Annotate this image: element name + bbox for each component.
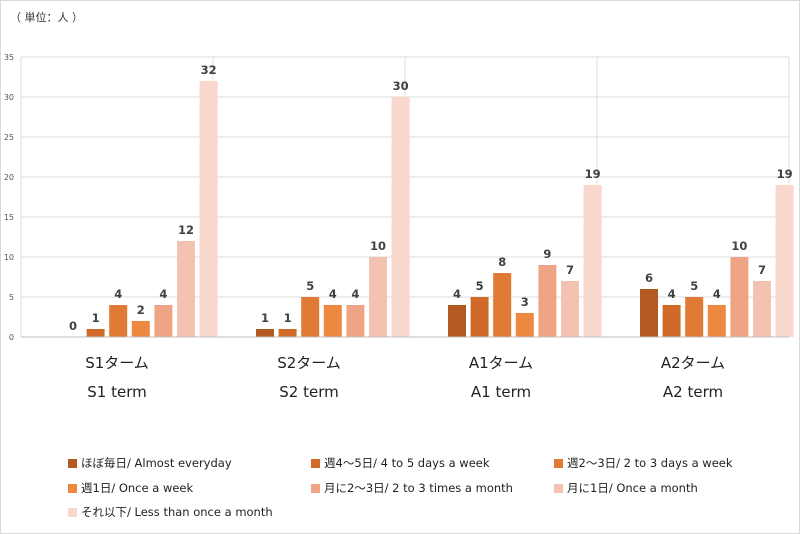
y-tick-label: 15	[4, 213, 14, 222]
data-label: 4	[159, 287, 167, 301]
data-label: 5	[690, 279, 698, 293]
data-label: 19	[777, 167, 793, 181]
legend-item: それ以下/ Less than once a month	[68, 504, 273, 520]
legend-swatch	[68, 458, 77, 468]
y-tick-label: 10	[4, 253, 14, 262]
bar	[707, 305, 726, 337]
bar	[640, 289, 658, 337]
bar	[448, 305, 466, 337]
legend-swatch	[311, 483, 320, 493]
legend-label: それ以下/ Less than once a month	[81, 505, 273, 519]
legend-label: 週2〜3日/ 2 to 3 days a week	[567, 456, 733, 470]
bar	[775, 185, 794, 337]
bar	[323, 305, 342, 337]
bar	[583, 185, 602, 337]
data-label: 10	[731, 239, 747, 253]
data-label: 4	[453, 287, 461, 301]
data-label: 5	[476, 279, 484, 293]
data-label: 6	[645, 271, 653, 285]
bar	[177, 241, 195, 337]
y-tick-label: 5	[9, 293, 14, 302]
data-label: 10	[370, 239, 386, 253]
legend-item: 週4〜5日/ 4 to 5 days a week	[311, 455, 490, 471]
legend-item: 週2〜3日/ 2 to 3 days a week	[554, 455, 733, 471]
bar	[391, 97, 410, 337]
legend-item: 週1日/ Once a week	[68, 480, 193, 496]
x-category-label-en: A1 term	[471, 383, 531, 401]
data-label: 7	[758, 263, 766, 277]
data-label: 7	[566, 263, 574, 277]
bar	[515, 313, 534, 337]
bar	[346, 305, 365, 337]
legend-swatch	[68, 483, 77, 493]
bar	[470, 297, 489, 337]
data-label: 32	[201, 63, 217, 77]
data-label: 4	[713, 287, 721, 301]
bar	[730, 257, 749, 337]
bar	[199, 81, 218, 337]
legend-swatch	[311, 458, 320, 468]
legend-swatch	[554, 458, 563, 468]
legend-swatch	[68, 507, 77, 517]
data-label: 1	[261, 311, 269, 325]
legend-label: ほぼ毎日/ Almost everyday	[81, 456, 232, 470]
data-label: 3	[521, 295, 529, 309]
bar	[154, 305, 173, 337]
legend-label: 月に2〜3日/ 2 to 3 times a month	[324, 481, 513, 495]
data-label: 30	[393, 79, 409, 93]
bar	[753, 281, 771, 337]
unit-label: （ 単位：人 ）	[10, 11, 83, 24]
x-category-label-jp: A1ターム	[469, 354, 533, 372]
bar	[538, 265, 557, 337]
x-category-label-en: A2 term	[663, 383, 723, 401]
bar	[256, 329, 274, 337]
bar	[561, 281, 579, 337]
data-label: 9	[543, 247, 551, 261]
bar	[131, 321, 150, 337]
legend-swatch	[554, 483, 563, 493]
bar	[369, 257, 387, 337]
x-category-label-jp: S2ターム	[277, 354, 341, 372]
data-label: 19	[585, 167, 601, 181]
data-label: 1	[284, 311, 292, 325]
x-category-label-jp: S1ターム	[85, 354, 149, 372]
y-tick-label: 0	[9, 333, 14, 342]
data-label: 2	[137, 303, 145, 317]
data-label: 4	[668, 287, 676, 301]
legend-item: 月に1日/ Once a month	[554, 480, 698, 496]
y-tick-label: 25	[4, 133, 14, 142]
x-category-label-jp: A2ターム	[661, 354, 725, 372]
data-label: 4	[114, 287, 122, 301]
y-tick-label: 35	[4, 53, 14, 62]
legend-item: 月に2〜3日/ 2 to 3 times a month	[311, 480, 513, 496]
data-label: 5	[306, 279, 314, 293]
data-label: 4	[351, 287, 359, 301]
legend-label: 週4〜5日/ 4 to 5 days a week	[324, 456, 490, 470]
bar	[86, 329, 105, 337]
legend-label: 月に1日/ Once a month	[567, 481, 698, 495]
y-tick-label: 20	[4, 173, 14, 182]
y-tick-label: 30	[4, 93, 14, 102]
bar	[278, 329, 297, 337]
data-label: 4	[329, 287, 337, 301]
bar	[493, 273, 512, 337]
x-category-label-en: S2 term	[279, 383, 338, 401]
legend-item: ほぼ毎日/ Almost everyday	[68, 455, 232, 471]
x-category-label-en: S1 term	[87, 383, 146, 401]
data-label: 8	[498, 255, 506, 269]
data-label: 1	[92, 311, 100, 325]
bar	[662, 305, 681, 337]
bar	[301, 297, 320, 337]
legend-label: 週1日/ Once a week	[81, 481, 194, 495]
data-label: 0	[69, 319, 77, 333]
bar	[109, 305, 128, 337]
data-label: 12	[178, 223, 194, 237]
bar	[685, 297, 704, 337]
